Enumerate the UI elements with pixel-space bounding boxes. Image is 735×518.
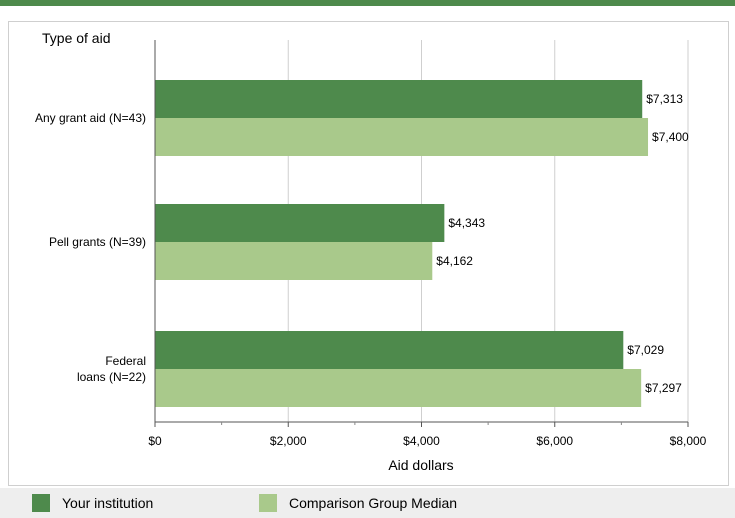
x-axis-label: Aid dollars bbox=[388, 457, 453, 473]
bar-value-label: $7,400 bbox=[652, 130, 689, 144]
x-tick-label: $2,000 bbox=[270, 434, 307, 448]
x-tick-label: $4,000 bbox=[403, 434, 440, 448]
bar-value-label: $4,162 bbox=[436, 254, 473, 268]
x-ticks: $0 $2,000 $4,000 $6,000 $8,000 bbox=[148, 422, 707, 448]
legend-item-comparison-group: Comparison Group Median bbox=[259, 494, 457, 512]
category-label: Pell grants (N=39) bbox=[49, 235, 146, 249]
bar-value-label: $4,343 bbox=[448, 216, 485, 230]
legend-swatch-your-institution bbox=[32, 494, 50, 512]
x-tick-label: $8,000 bbox=[670, 434, 707, 448]
bar-your-institution bbox=[155, 331, 624, 369]
legend-label-comparison-group: Comparison Group Median bbox=[289, 495, 458, 511]
x-tick-label: $0 bbox=[148, 434, 162, 448]
legend-label-your-institution: Your institution bbox=[62, 495, 154, 511]
category-labels: Any grant aid (N=43) Pell grants (N=39) Fe… bbox=[35, 111, 146, 384]
bar-comparison-group bbox=[155, 118, 649, 156]
legend: Your institution Comparison Group Median bbox=[0, 488, 735, 518]
top-rule bbox=[0, 0, 735, 6]
bar-your-institution bbox=[155, 204, 445, 242]
bar-value-label: $7,313 bbox=[646, 92, 683, 106]
bar-your-institution bbox=[155, 80, 643, 118]
x-tick-label: $6,000 bbox=[536, 434, 573, 448]
bar-comparison-group bbox=[155, 369, 642, 407]
legend-item-your-institution: Your institution bbox=[32, 494, 153, 512]
category-label: Federal bbox=[105, 354, 146, 368]
bar-labels: $7,313 $7,400 $4,343 $4,162 $7,029 $7,297 bbox=[436, 92, 689, 395]
bar-comparison-group bbox=[155, 242, 433, 280]
category-label: Any grant aid (N=43) bbox=[35, 111, 146, 125]
bar-value-label: $7,297 bbox=[645, 381, 682, 395]
bars bbox=[155, 80, 649, 407]
bar-value-label: $7,029 bbox=[627, 343, 664, 357]
chart-title: Type of aid bbox=[42, 30, 111, 46]
bar-chart: $7,313 $7,400 $4,343 $4,162 $7,029 $7,297 Any… bbox=[35, 40, 707, 473]
legend-swatch-comparison-group bbox=[259, 494, 277, 512]
category-label: loans (N=22) bbox=[77, 370, 146, 384]
